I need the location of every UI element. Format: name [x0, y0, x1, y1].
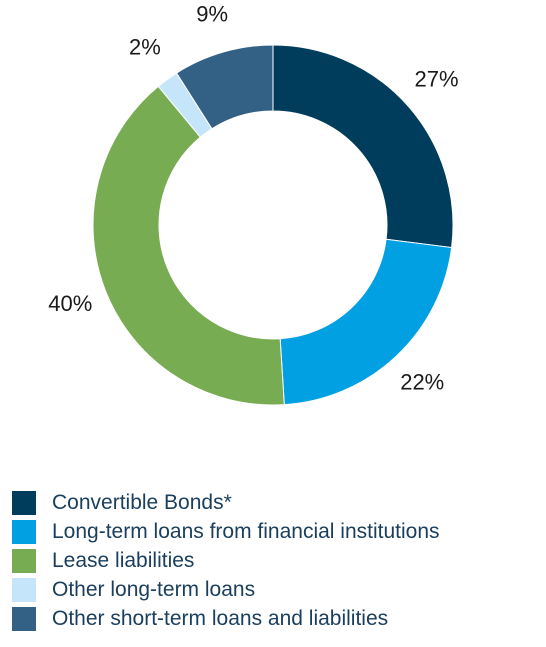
data-label-convertible-bonds: 27%: [415, 67, 459, 92]
legend-label: Other short-term loans and liabilities: [52, 606, 389, 630]
legend-item-long-term-loans-financial: Long-term loans from financial instituti…: [12, 517, 440, 546]
slice-long-term-loans-financial: [279, 238, 453, 406]
slice-convertible-bonds: [272, 44, 454, 249]
legend-item-other-short-term-loans: Other short-term loans and liabilities: [12, 604, 440, 633]
legend-swatch: [12, 606, 36, 631]
legend-label: Convertible Bonds*: [52, 490, 232, 514]
legend-label: Lease liabilities: [52, 548, 195, 572]
legend: Convertible Bonds* Long-term loans from …: [12, 488, 440, 633]
legend-label: Long-term loans from financial instituti…: [52, 519, 440, 543]
legend-item-other-long-term-loans: Other long-term loans: [12, 575, 440, 604]
legend-swatch: [12, 490, 36, 515]
data-label-lease-liabilities: 40%: [48, 291, 92, 316]
legend-label: Other long-term loans: [52, 577, 256, 601]
legend-swatch: [12, 548, 36, 573]
data-label-other-long-term-loans: 2%: [129, 34, 161, 59]
legend-swatch: [12, 577, 36, 602]
legend-item-convertible-bonds: Convertible Bonds*: [12, 488, 440, 517]
legend-swatch: [12, 519, 36, 544]
legend-item-lease-liabilities: Lease liabilities: [12, 546, 440, 575]
slice-other-short-term-loans: [175, 44, 274, 130]
data-label-long-term-loans-financial: 22%: [400, 370, 444, 395]
donut-chart: 27% 22% 40% 2% 9%: [48, 1, 459, 406]
slice-lease-liabilities: [92, 85, 285, 406]
data-label-other-short-term-loans: 9%: [196, 1, 228, 26]
